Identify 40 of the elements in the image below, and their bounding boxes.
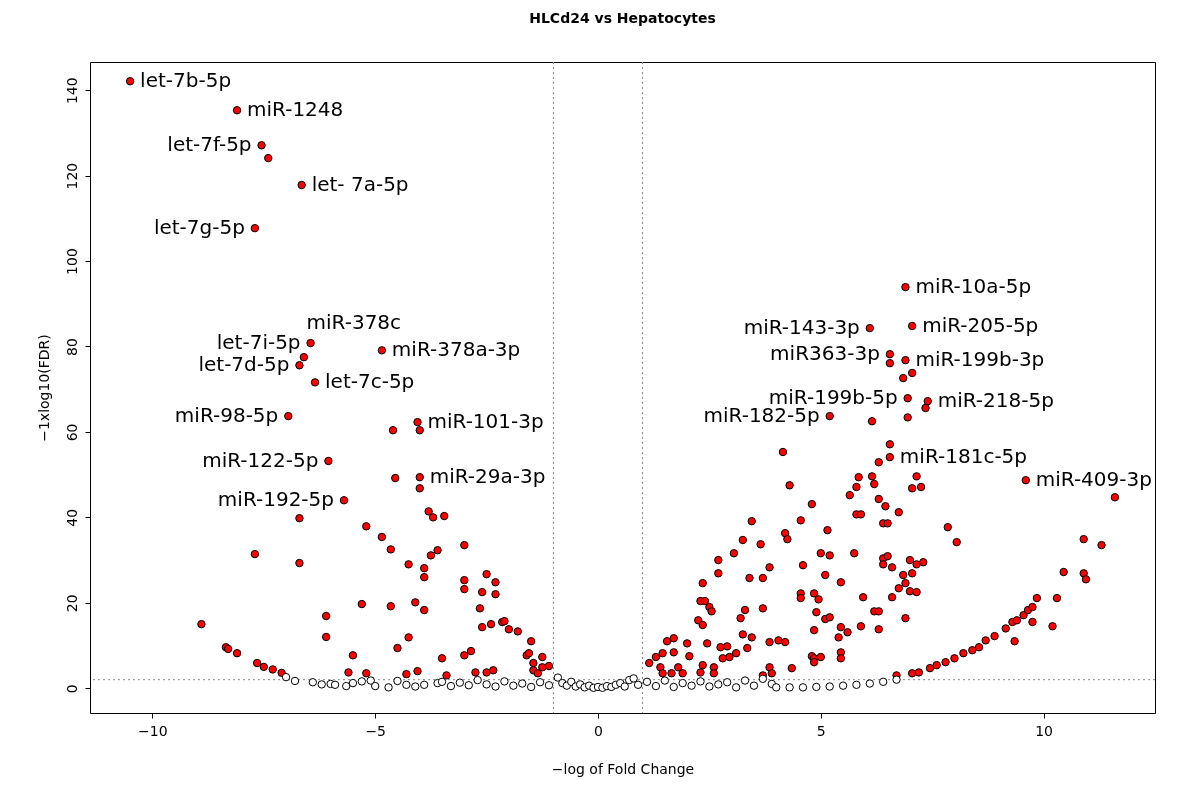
annotation: let-7c-5p bbox=[325, 369, 415, 394]
annotation: let- 7a-5p bbox=[311, 172, 409, 197]
annotation: miR-378c bbox=[306, 310, 402, 335]
y-tick-label: 120 bbox=[63, 162, 80, 190]
annotation: let-7f-5p bbox=[167, 132, 252, 157]
annotation: miR-122-5p bbox=[202, 447, 319, 472]
x-tick-label: 5 bbox=[816, 722, 826, 739]
annotation: miR-181c-5p bbox=[899, 444, 1028, 469]
y-tick-label: 100 bbox=[63, 248, 80, 275]
annotation: miR-182-5p bbox=[703, 403, 820, 428]
annotation: miR-192-5p bbox=[217, 487, 334, 512]
x-tick-label: −5 bbox=[365, 722, 387, 739]
x-axis-title: −log of Fold Change bbox=[551, 760, 695, 777]
annotation: miR363-3p bbox=[770, 341, 880, 366]
annotation: miR-98-5p bbox=[174, 403, 279, 428]
annotation: let-7g-5p bbox=[153, 215, 245, 240]
annotation: let-7b-5p bbox=[140, 68, 232, 93]
annotation: miR-409-3p bbox=[1035, 467, 1152, 492]
y-tick-label: 80 bbox=[63, 338, 80, 356]
x-tick-label: 0 bbox=[594, 722, 603, 739]
x-tick-label: 10 bbox=[1035, 722, 1054, 739]
annotation: miR-1248 bbox=[247, 97, 344, 122]
y-tick-label: 0 bbox=[63, 684, 80, 694]
annotation: miR-101-3p bbox=[427, 409, 544, 434]
annotation: let-7i-5p bbox=[216, 330, 301, 355]
x-tick-label: −10 bbox=[138, 722, 168, 739]
annotation: miR-378a-3p bbox=[391, 337, 521, 362]
y-axis-title: −1xlog10(FDR) bbox=[35, 334, 52, 442]
y-tick-label: 60 bbox=[63, 423, 80, 442]
annotation: miR-143-3p bbox=[743, 315, 860, 340]
annotation: miR-199b-3p bbox=[915, 347, 1045, 372]
annotation: let-7d-5p bbox=[198, 352, 290, 377]
annotation: miR-10a-5p bbox=[915, 274, 1032, 299]
y-tick-label: 140 bbox=[63, 77, 80, 105]
chart-title: HLCd24 vs Hepatocytes bbox=[529, 9, 716, 26]
annotation: miR-205-5p bbox=[922, 312, 1039, 337]
y-tick-label: 20 bbox=[63, 594, 80, 613]
annotation: miR-29a-3p bbox=[429, 464, 546, 489]
y-tick-label: 40 bbox=[63, 508, 80, 527]
annotation: miR-218-5p bbox=[937, 388, 1054, 413]
